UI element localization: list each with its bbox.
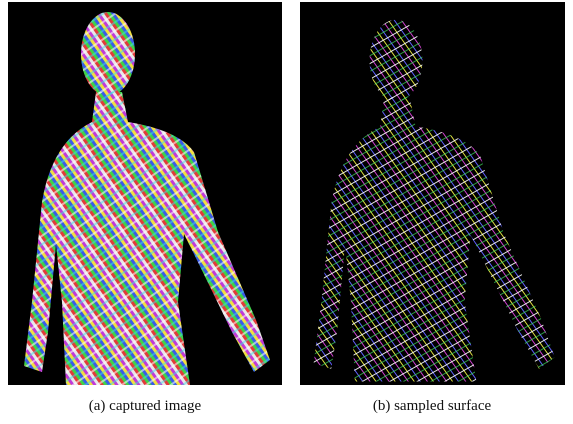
- subfigure-caption: captured image: [109, 398, 201, 414]
- subfigure-label: (a): [89, 398, 106, 414]
- stripe-overlay: [24, 12, 270, 385]
- sampled-image: [300, 2, 565, 385]
- sampled-surface: [300, 2, 565, 385]
- mannequin-image: [8, 2, 282, 385]
- sample-overlay: [314, 20, 555, 382]
- subfigure-caption: sampled surface: [394, 398, 491, 414]
- page: {"figure": {"subfigures": [ {"label": "(…: [0, 0, 573, 424]
- subfigure-label: (b): [373, 398, 391, 414]
- captured-image: [8, 2, 282, 385]
- caption: (b) sampled surface: [332, 398, 532, 415]
- caption: (a) captured image: [45, 398, 245, 415]
